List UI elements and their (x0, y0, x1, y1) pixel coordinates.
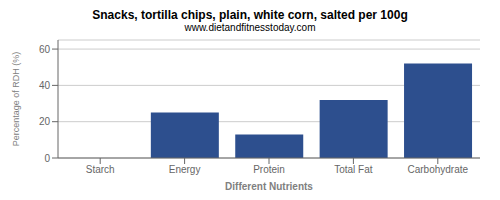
svg-text:0: 0 (44, 153, 50, 164)
svg-text:Percentage of RDH (%): Percentage of RDH (%) (11, 52, 21, 147)
svg-text:40: 40 (39, 80, 51, 91)
svg-text:Starch: Starch (86, 164, 115, 175)
html-text:Snacks, tortilla chips, plain,: Snacks, tortilla chips, plain, white cor… (92, 8, 408, 22)
svg-text:60: 60 (39, 44, 51, 55)
html-text:www.dietandfitnesstoday.com: www.dietandfitnesstoday.com (184, 22, 316, 33)
svg-text:Carbohydrate: Carbohydrate (408, 164, 469, 175)
svg-text:Protein: Protein (253, 164, 285, 175)
svg-text:Total Fat: Total Fat (334, 164, 373, 175)
svg-text:20: 20 (39, 116, 51, 127)
svg-text:Different Nutrients: Different Nutrients (225, 181, 313, 190)
svg-text:Energy: Energy (169, 164, 201, 175)
